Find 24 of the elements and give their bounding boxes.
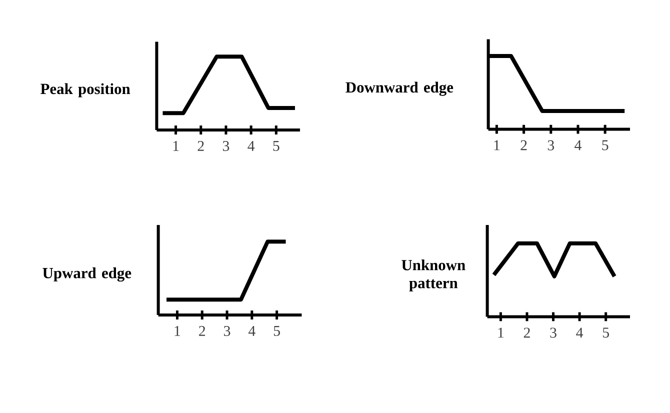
y-axis-title: Downward edge [346,82,454,96]
x-tick-label: 2 [524,328,530,338]
x-tick-label: 2 [199,326,206,336]
y-axis-title: Upward edge [42,267,132,282]
x-tick-label: 5 [602,328,609,338]
y-axis-title: Unknown pattern [402,259,466,292]
x-tick-label: 1 [174,326,180,336]
x-tick-label: 2 [520,140,527,150]
x-tick-label: 1 [494,140,500,150]
x-tick-label: 4 [576,328,584,338]
x-tick-label: 5 [273,140,280,151]
x-tick-label: 3 [222,140,230,152]
x-tick-label: 1 [173,140,179,151]
x-tick-label: 3 [550,328,556,338]
x-tick-label: 3 [548,140,554,150]
x-tick-label: 3 [224,326,230,336]
x-tick-label: 4 [248,326,256,336]
x-tick-label: 2 [198,140,204,151]
x-tick-label: 1 [498,328,504,338]
x-tick-label: 4 [248,140,255,151]
x-tick-label: 4 [574,140,582,150]
x-tick-label: 5 [274,326,280,336]
x-tick-label: 5 [602,140,608,150]
y-axis-title: Peak position [40,83,130,98]
